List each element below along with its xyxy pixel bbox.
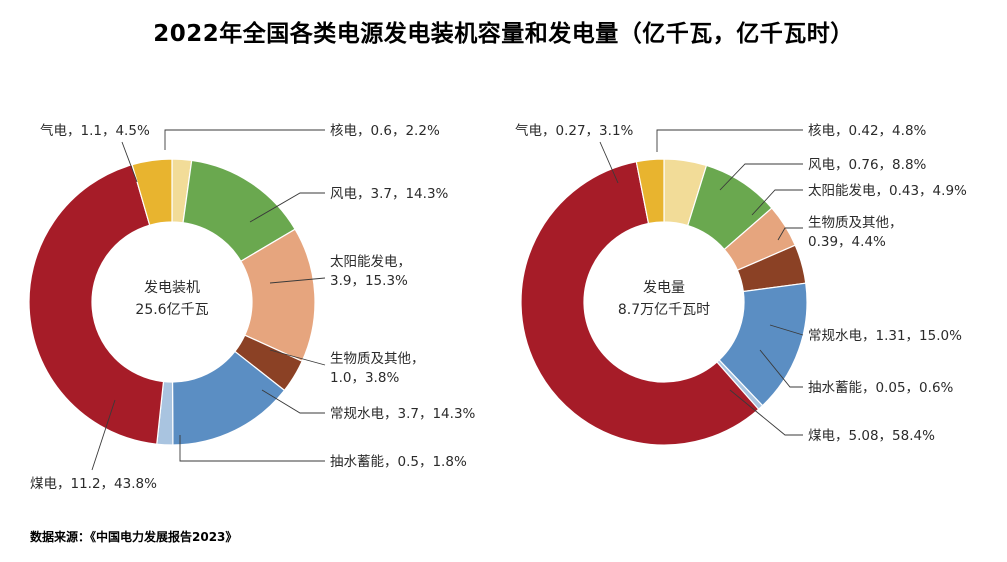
chart-title: 2022年全国各类电源发电装机容量和发电量（亿千瓦，亿千瓦时） — [153, 21, 854, 47]
leader-generation-nuclear — [656, 129, 803, 152]
data-source-note: 数据来源：《中国电力发展报告2023》 — [30, 530, 238, 544]
leader-capacity-wind — [249, 192, 325, 223]
label-generation-hydro: 常规水电，1.31，15.0% — [808, 328, 962, 344]
leader-capacity-coal — [91, 399, 116, 471]
label-generation-nuclear: 核电，0.42，4.8% — [808, 123, 927, 139]
label-generation-biomass: 生物质及其他， — [808, 215, 903, 231]
leader-generation-hydro — [769, 324, 804, 336]
label-generation-wind: 风电，0.76，8.8% — [808, 157, 927, 173]
slice-capacity-gas — [131, 158, 173, 226]
leader-capacity-nuclear — [164, 129, 325, 150]
label-capacity-wind: 风电，3.7，14.3% — [330, 186, 449, 202]
center-label-capacity-1: 25.6亿千瓦 — [135, 302, 208, 318]
center-label-generation-1: 8.7万亿千瓦时 — [618, 302, 710, 318]
label-capacity-pumped: 抽水蓄能，0.5，1.8% — [330, 454, 467, 470]
slice-generation-coal — [520, 160, 760, 446]
label-capacity-solar: 3.9，15.3% — [330, 273, 408, 289]
label-capacity-nuclear: 核电，0.6，2.2% — [330, 123, 440, 139]
leader-capacity-solar — [269, 277, 326, 284]
label-capacity-biomass: 生物质及其他， — [330, 351, 425, 367]
label-capacity-coal: 煤电，11.2，43.8% — [30, 476, 157, 492]
leader-generation-pumped — [759, 349, 803, 388]
leader-capacity-pumped — [179, 435, 325, 462]
center-label-capacity-0: 发电装机 — [144, 280, 200, 296]
leader-generation-wind — [719, 163, 803, 191]
leader-capacity-hydro — [261, 389, 325, 414]
leader-capacity-gas — [121, 141, 138, 183]
donut-capacity: 发电装机 25.6亿千瓦 核电，0.6，2.2% 风电，3.7，14.3% 太阳能发电，… — [28, 123, 476, 492]
leader-capacity-biomass — [269, 349, 326, 366]
slice-generation-gas — [635, 158, 665, 225]
label-capacity-biomass: 1.0，3.8% — [330, 370, 399, 386]
center-label-generation-0: 发电量 — [643, 280, 685, 296]
leader-generation-biomass — [777, 227, 803, 241]
label-generation-biomass: 0.39，4.4% — [808, 234, 886, 250]
label-generation-pumped: 抽水蓄能，0.05，0.6% — [808, 380, 954, 396]
slice-capacity-coal — [28, 163, 165, 445]
donut-generation: 发电量 8.7万亿千瓦时 核电，0.42，4.8% 风电，0.76，8.8% 太阳能发电… — [515, 123, 967, 446]
leader-generation-gas — [599, 141, 619, 184]
leader-generation-solar — [751, 189, 803, 216]
leader-generation-coal — [729, 389, 803, 436]
label-generation-coal: 煤电，5.08，58.4% — [808, 428, 935, 444]
label-generation-solar: 太阳能发电，0.43，4.9% — [808, 183, 967, 199]
label-capacity-solar: 太阳能发电， — [330, 254, 411, 270]
label-capacity-gas: 气电，1.1，4.5% — [40, 123, 150, 139]
label-capacity-hydro: 常规水电，3.7，14.3% — [330, 406, 476, 422]
label-generation-gas: 气电，0.27，3.1% — [515, 123, 634, 139]
